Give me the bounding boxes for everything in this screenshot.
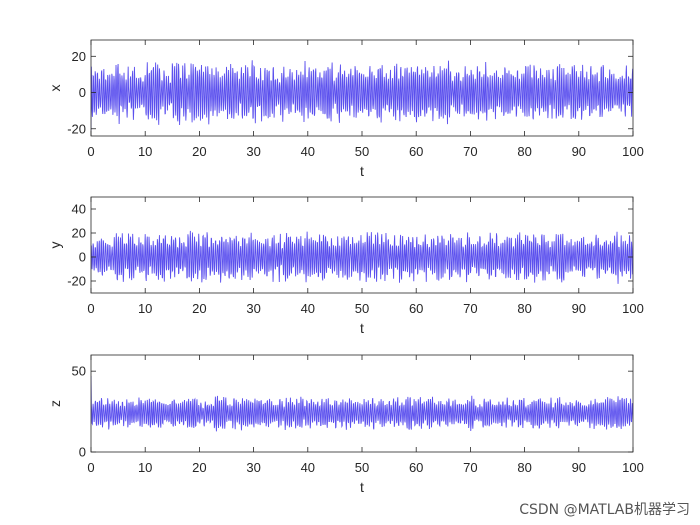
xtick-label: 90 (572, 460, 586, 475)
xtick-label: 100 (622, 144, 644, 159)
ylabel-x: x (47, 85, 63, 92)
xtick-label: 10 (138, 144, 152, 159)
watermark: CSDN @MATLAB机器学习 (519, 502, 690, 518)
xtick-label: 0 (87, 460, 94, 475)
xtick-label: 20 (192, 301, 206, 316)
xtick-label: 30 (246, 460, 260, 475)
xtick-label: 70 (463, 144, 477, 159)
series-line-x (91, 60, 633, 131)
series-line-y (91, 230, 633, 284)
xtick-label: 80 (517, 301, 531, 316)
xtick-label: 30 (246, 144, 260, 159)
xtick-label: 90 (572, 144, 586, 159)
series-line-z (91, 376, 633, 432)
xlabel-x: t (360, 163, 364, 179)
xtick-label: 60 (409, 144, 423, 159)
xtick-label: 0 (87, 301, 94, 316)
xtick-label: 0 (87, 144, 94, 159)
ytick-label: -20 (67, 121, 86, 136)
xtick-label: 90 (572, 301, 586, 316)
ytick-label: 0 (79, 445, 86, 460)
xtick-label: 40 (301, 301, 315, 316)
ytick-label: 0 (79, 250, 86, 265)
xtick-label: 100 (622, 301, 644, 316)
xtick-label: 70 (463, 301, 477, 316)
xtick-label: 50 (355, 460, 369, 475)
xtick-label: 20 (192, 460, 206, 475)
xtick-label: 50 (355, 144, 369, 159)
xtick-label: 80 (517, 460, 531, 475)
ytick-label: 20 (72, 49, 86, 64)
xtick-label: 80 (517, 144, 531, 159)
ytick-label: 0 (79, 85, 86, 100)
xtick-label: 20 (192, 144, 206, 159)
xtick-label: 40 (301, 144, 315, 159)
xlabel-z: t (360, 479, 364, 495)
xlabel-y: t (360, 320, 364, 336)
xtick-label: 30 (246, 301, 260, 316)
xtick-label: 70 (463, 460, 477, 475)
xtick-label: 100 (622, 460, 644, 475)
xtick-label: 40 (301, 460, 315, 475)
xtick-label: 10 (138, 460, 152, 475)
xtick-label: 60 (409, 301, 423, 316)
ylabel-z: z (47, 400, 63, 407)
ytick-label: 50 (72, 364, 86, 379)
xtick-label: 10 (138, 301, 152, 316)
xtick-label: 60 (409, 460, 423, 475)
subplot-z: 0 10 20 30 40 50 60 70 80 90 100 0 50 z t (47, 354, 644, 495)
ytick-label: -20 (67, 274, 86, 289)
xtick-label: 50 (355, 301, 369, 316)
ylabel-y: y (47, 242, 63, 249)
ytick-label: 40 (72, 202, 86, 217)
ytick-label: 20 (72, 226, 86, 241)
